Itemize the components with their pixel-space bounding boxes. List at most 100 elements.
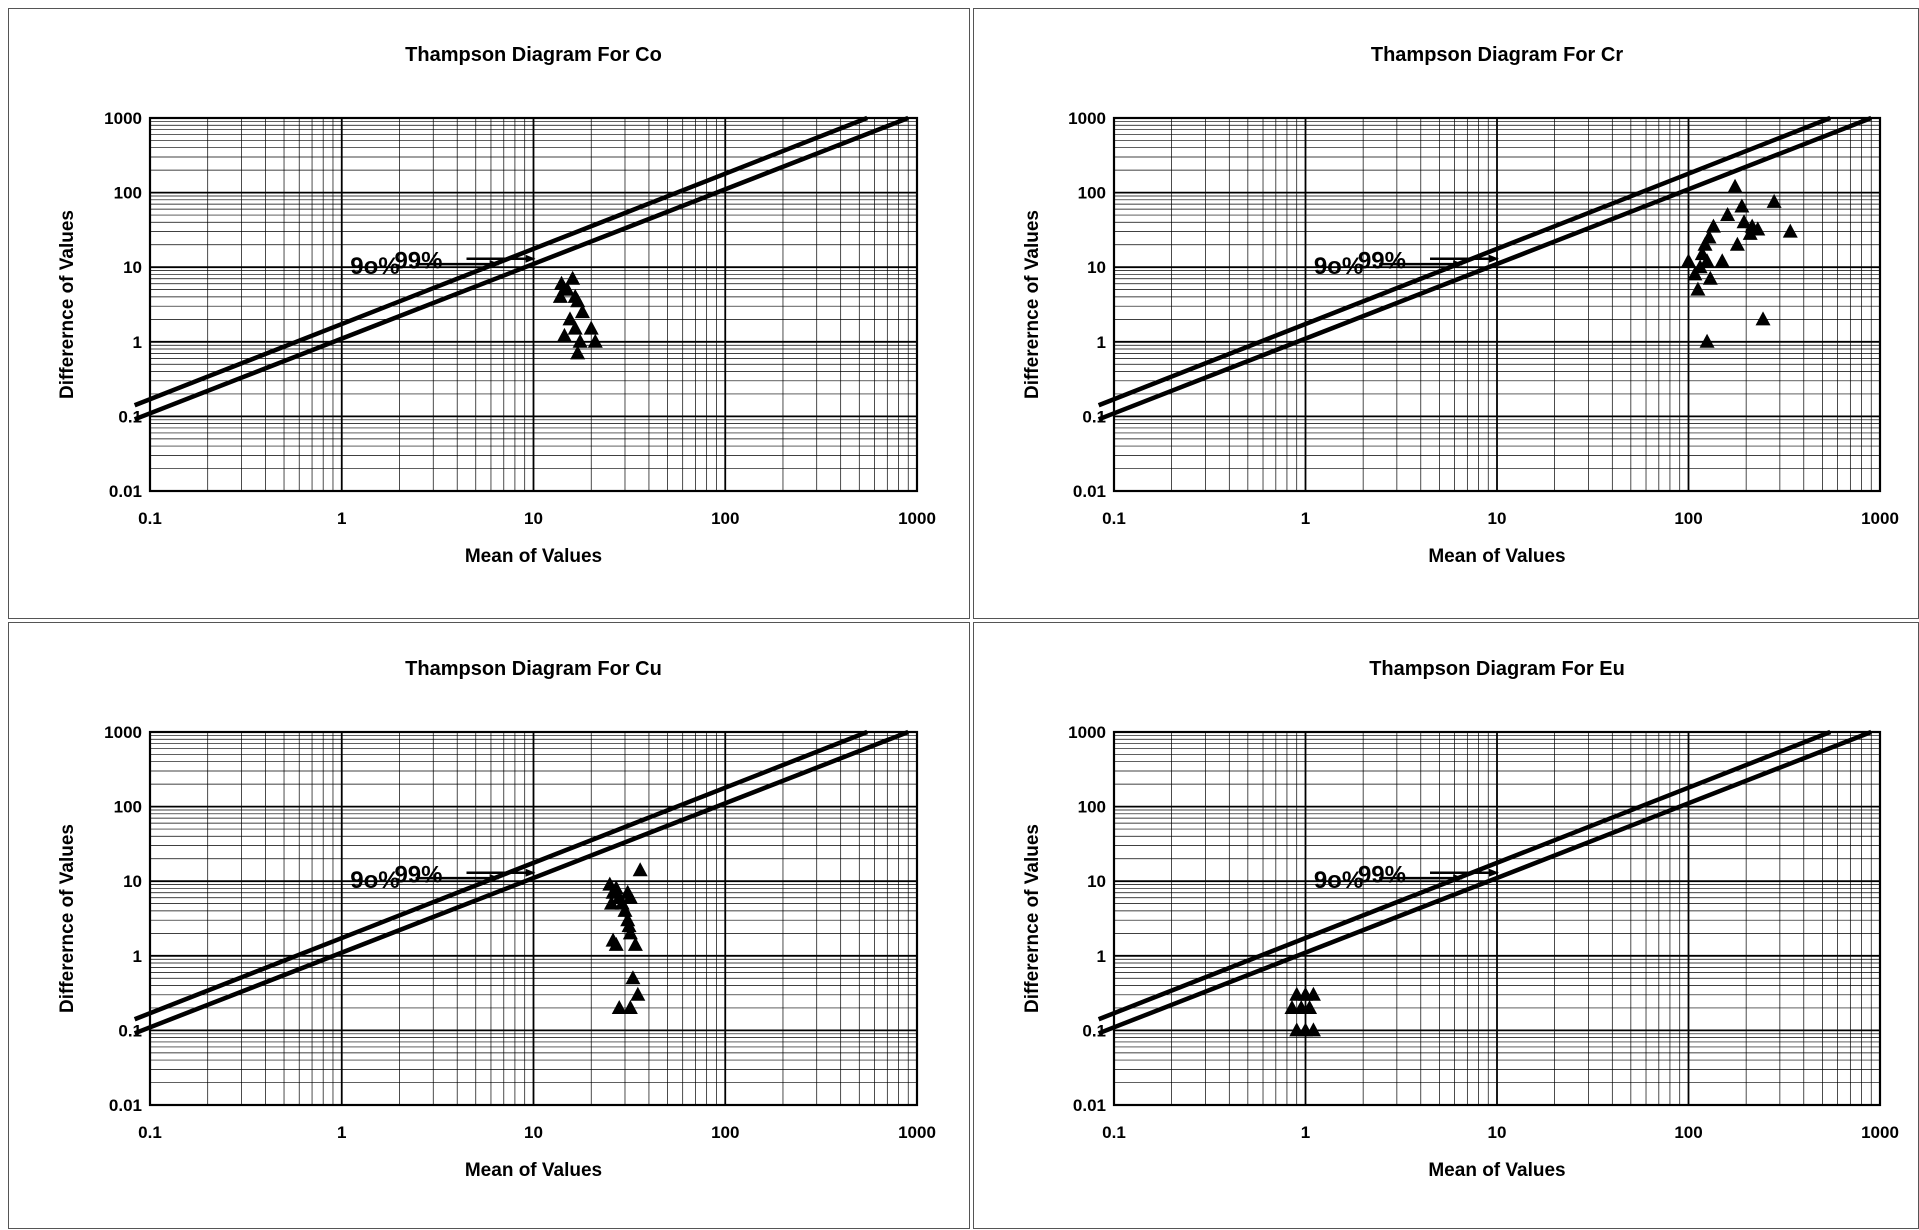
data-point xyxy=(587,333,603,348)
chart-svg: Thampson Diagram For Cu 0.01 0.1 1 10 100 1000… xyxy=(57,658,936,1181)
x-axis-label: Mean of Values xyxy=(465,546,602,567)
major-grid xyxy=(149,731,918,1106)
annotation-label: 9o% xyxy=(350,253,399,280)
chart-title: Thampson Diagram For Co xyxy=(405,44,662,66)
control-line-90 xyxy=(133,729,910,1036)
plot-area-frame xyxy=(148,730,919,1107)
y-tick-label: 10 xyxy=(123,872,142,891)
y-tick-label: 1 xyxy=(133,333,142,352)
data-point xyxy=(632,862,648,877)
x-axis-label: Mean of Values xyxy=(1428,546,1565,567)
x-axis-label: Mean of Values xyxy=(465,1160,602,1181)
data-point xyxy=(611,999,627,1014)
data-point xyxy=(574,304,590,319)
x-tick-label: 100 xyxy=(1674,509,1702,528)
x-tick-label: 1000 xyxy=(1861,1123,1899,1142)
data-point xyxy=(1736,214,1752,229)
data-point xyxy=(1782,223,1798,238)
chart-svg: Thampson Diagram For Cr0.010.11101001000… xyxy=(1022,44,1899,567)
data-point xyxy=(621,918,637,933)
data-point xyxy=(572,333,588,348)
x-tick-label: 100 xyxy=(1674,1123,1702,1142)
y-tick-label: 10 xyxy=(123,258,142,277)
data-point xyxy=(1305,1022,1321,1037)
data-point xyxy=(1734,198,1750,213)
major-grid xyxy=(1113,731,1881,1106)
y-tick-label: 1000 xyxy=(1068,109,1106,128)
data-point xyxy=(1755,311,1771,326)
data-point xyxy=(1702,270,1718,285)
data-point xyxy=(1690,281,1706,296)
y-tick-label: 100 xyxy=(114,184,142,203)
y-tick-label: 1000 xyxy=(104,109,142,128)
control-line-99 xyxy=(133,729,869,1022)
data-point xyxy=(622,889,638,904)
y-tick-label: 0.01 xyxy=(109,1096,142,1115)
x-tick-label: 0.1 xyxy=(1102,1123,1126,1142)
annotation-label: 9o% xyxy=(1314,867,1363,894)
annotation-label: 99% xyxy=(1358,862,1406,889)
chart-title: Thampson Diagram For Cu xyxy=(405,658,662,680)
x-tick-label: 0.1 xyxy=(138,509,162,528)
x-tick-label: 10 xyxy=(1488,509,1507,528)
data-point xyxy=(1705,218,1721,233)
y-tick-label: 0.1 xyxy=(118,1021,142,1040)
y-axis-label: Differernce of Values xyxy=(57,824,78,1013)
data-point xyxy=(1701,229,1717,244)
data-point xyxy=(1692,259,1708,274)
x-tick-label: 0.1 xyxy=(138,1123,162,1142)
y-tick-label: 0.1 xyxy=(118,407,142,426)
plot-area-frame xyxy=(1112,116,1882,493)
data-point xyxy=(1699,333,1715,348)
data-point xyxy=(1697,236,1713,251)
data-point xyxy=(630,986,646,1001)
y-tick-label: 10 xyxy=(1087,872,1106,891)
annotation-label: 99% xyxy=(394,862,442,889)
chart-panel-co: Thampson Diagram For Co 0.01 0.1 1 10 100 1000… xyxy=(8,8,970,619)
data-point xyxy=(556,327,572,342)
y-tick-label: 0.01 xyxy=(1073,482,1106,501)
chart-title: Thampson Diagram For Cr xyxy=(1371,44,1623,66)
data-point xyxy=(1687,266,1703,281)
chart-title: Thampson Diagram For Eu xyxy=(1369,658,1625,680)
data-point xyxy=(1720,207,1736,222)
data-point xyxy=(608,936,624,951)
plot-area-frame xyxy=(148,116,919,493)
x-tick-label: 100 xyxy=(711,509,739,528)
y-tick-label: 1 xyxy=(133,947,142,966)
data-point xyxy=(617,902,633,917)
data-point xyxy=(1727,178,1743,193)
y-tick-label: 0.1 xyxy=(1082,407,1106,426)
y-tick-label: 100 xyxy=(1078,184,1106,203)
control-line-90 xyxy=(133,115,910,422)
x-tick-label: 0.1 xyxy=(1102,509,1126,528)
data-point xyxy=(1681,253,1696,268)
x-tick-label: 100 xyxy=(711,1123,739,1142)
data-point xyxy=(1714,253,1730,268)
annotation-label: 99% xyxy=(1358,248,1406,275)
y-axis-label: Differernce of Values xyxy=(57,210,78,399)
control-line-99 xyxy=(1097,115,1832,408)
chart-svg: Thampson Diagram For Co0.010.11101001000… xyxy=(57,44,936,567)
y-tick-label: 10 xyxy=(1087,258,1106,277)
x-tick-label: 1 xyxy=(1301,509,1310,528)
data-point xyxy=(608,880,624,895)
data-point xyxy=(1766,193,1782,208)
data-point xyxy=(622,925,638,940)
chart-panel-cu: Thampson Diagram For Cu 0.01 0.1 1 10 100 1000… xyxy=(8,622,970,1229)
data-point xyxy=(1699,253,1715,268)
plot-area-frame xyxy=(1112,730,1882,1107)
annotation-label: 9o% xyxy=(350,867,399,894)
x-tick-label: 10 xyxy=(524,1123,543,1142)
control-line-90 xyxy=(1097,729,1873,1036)
annotation-label: 9o% xyxy=(1314,253,1363,280)
y-tick-label: 1 xyxy=(1097,333,1106,352)
major-grid xyxy=(149,117,918,492)
x-tick-label: 10 xyxy=(524,509,543,528)
control-line-90 xyxy=(1097,115,1873,422)
chart-panel-eu: Thampson Diagram For Eu 0.01 0.1 1 10 100 1000… xyxy=(973,622,1919,1229)
x-tick-label: 1000 xyxy=(898,1123,936,1142)
minor-grid xyxy=(150,732,917,1105)
data-point xyxy=(565,270,581,285)
x-tick-label: 1000 xyxy=(1861,509,1899,528)
